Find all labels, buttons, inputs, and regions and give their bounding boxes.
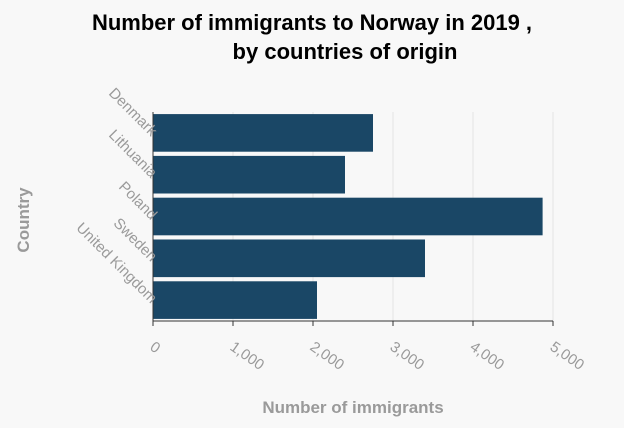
- bar-poland: [153, 197, 543, 236]
- bar-united-kingdom: [153, 281, 317, 319]
- bar-denmark: [153, 114, 373, 152]
- axes: [152, 112, 554, 326]
- x-axis-title: Number of immigrants: [262, 398, 443, 417]
- chart-title-line-2: by countries of origin: [233, 39, 458, 64]
- chart-title-line-1: Number of immigrants to Norway in 2019 ,: [92, 10, 532, 35]
- bar-lithuania: [153, 155, 345, 194]
- y-axis-title: Country: [14, 187, 33, 253]
- bars: [153, 114, 543, 319]
- bar-sweden: [153, 239, 425, 278]
